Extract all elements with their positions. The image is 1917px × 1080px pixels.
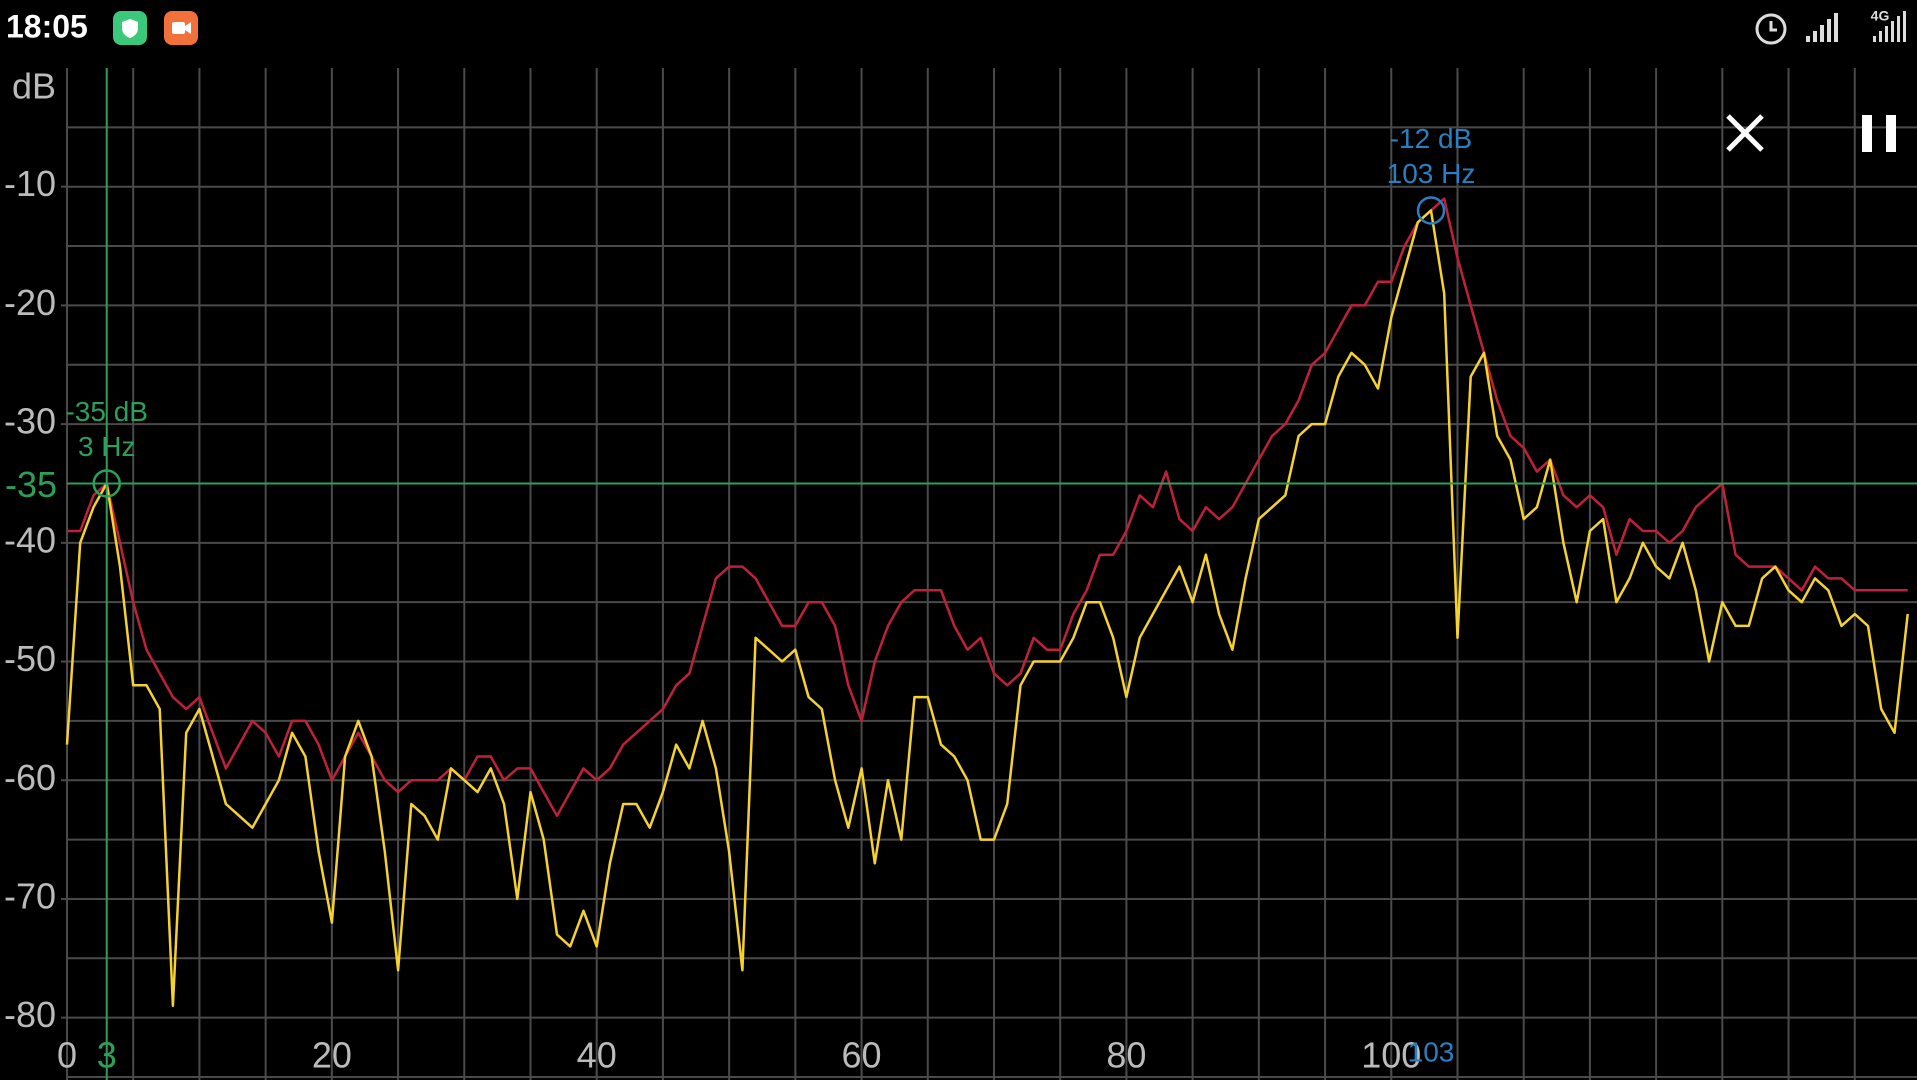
y-tick-label: -80 — [4, 994, 56, 1035]
y-tick-label: -30 — [4, 401, 56, 442]
network-type: 4G — [1871, 8, 1890, 24]
signal-icon — [1873, 11, 1906, 42]
y-tick-label: -70 — [4, 875, 56, 916]
x-tick-label: 40 — [577, 1035, 617, 1076]
spectrum-line — [67, 197, 1908, 818]
y-axis-label: dB — [12, 66, 56, 107]
signal-icon — [1806, 13, 1838, 42]
alarm-icon — [1755, 13, 1787, 45]
marker-circle — [92, 469, 121, 498]
close-button[interactable] — [1715, 103, 1775, 163]
camera-icon — [185, 22, 191, 34]
y-tick-label: -20 — [4, 282, 56, 323]
camera-icon — [172, 22, 185, 34]
marker-x-axis-label: 3 — [97, 1035, 117, 1076]
x-tick-label: 60 — [842, 1035, 882, 1076]
marker-freq-label: 3 Hz — [78, 431, 136, 462]
x-tick-label: 80 — [1106, 1035, 1146, 1076]
x-tick-label: 20 — [312, 1035, 352, 1076]
alarm-icon — [1769, 21, 1777, 32]
y-tick-label: -40 — [4, 519, 56, 560]
y-tick-label: -60 — [4, 757, 56, 798]
spectrum-line — [65, 209, 1909, 1008]
pause-icon[interactable] — [1886, 115, 1896, 152]
pause-button[interactable] — [1850, 103, 1910, 163]
shield-icon — [122, 19, 138, 38]
plot — [65, 68, 1917, 1080]
marker-y-axis-label: -35 — [5, 464, 57, 505]
status-bar — [0, 0, 1917, 66]
status-time: 18:05 — [6, 8, 88, 44]
x-tick-label: 100 — [1361, 1035, 1421, 1076]
pause-hit-area[interactable] — [1850, 103, 1910, 163]
marker-value-label: -12 dB — [1390, 123, 1473, 154]
marker-circle — [1416, 196, 1446, 225]
close-icon[interactable] — [1726, 114, 1764, 152]
marker-freq-label: 103 Hz — [1387, 158, 1476, 189]
marker-x-axis-label: 103 — [1408, 1036, 1455, 1067]
y-tick-label: -10 — [4, 163, 56, 204]
pause-icon[interactable] — [1862, 115, 1872, 152]
marker-value-label: -35 dB — [65, 396, 148, 427]
x-tick-label: 0 — [57, 1035, 77, 1076]
y-tick-label: -50 — [4, 638, 56, 679]
grid — [66, 68, 1917, 1080]
labels: -10 -20 -30 -40 -50 -60 -70 -800 20 40 60 80 100 -35 3… — [0, 123, 1475, 1077]
marker-axis-bg — [0, 463, 62, 504]
